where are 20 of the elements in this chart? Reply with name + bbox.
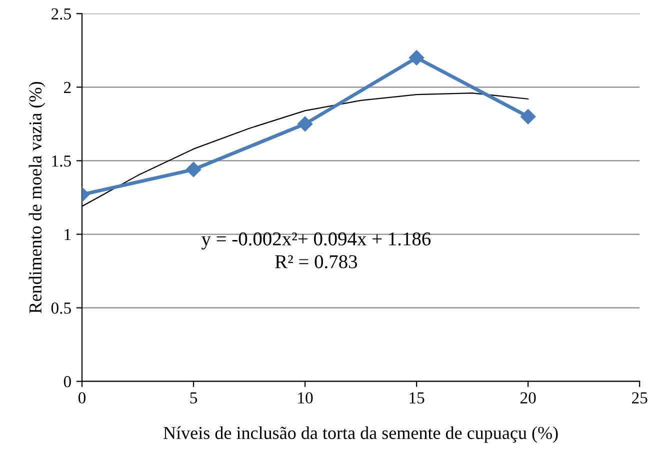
x-tick-label: 25 [632,392,648,404]
y-tick-label: 0.5 [51,302,71,314]
x-tick-label: 15 [410,392,424,404]
y-tick-label: 2.5 [51,8,71,20]
annotation: y = -0.002x²+ 0.094x + 1.186 [201,232,431,250]
y-axis-title: Rendimento de moela vazia (%) [28,82,46,314]
x-tick-label: 0 [78,392,86,404]
point [408,50,424,66]
x-tick-label: 10 [298,392,313,404]
x-tick-label: 5 [190,392,198,404]
point [297,116,313,132]
point [186,162,202,178]
x-axis-title: Níveis de inclusão da torta da semente de cupuaçu (%) [164,426,558,443]
x-tick-label: 20 [520,392,536,404]
y-tick-label: 1.5 [52,155,71,167]
annotation: R² = 0.783 [275,255,358,268]
y-tick-label: 0 [64,376,71,388]
point [520,109,536,124]
y-tick-label: 2 [64,82,71,93]
y-tick-label: 1 [64,229,71,240]
